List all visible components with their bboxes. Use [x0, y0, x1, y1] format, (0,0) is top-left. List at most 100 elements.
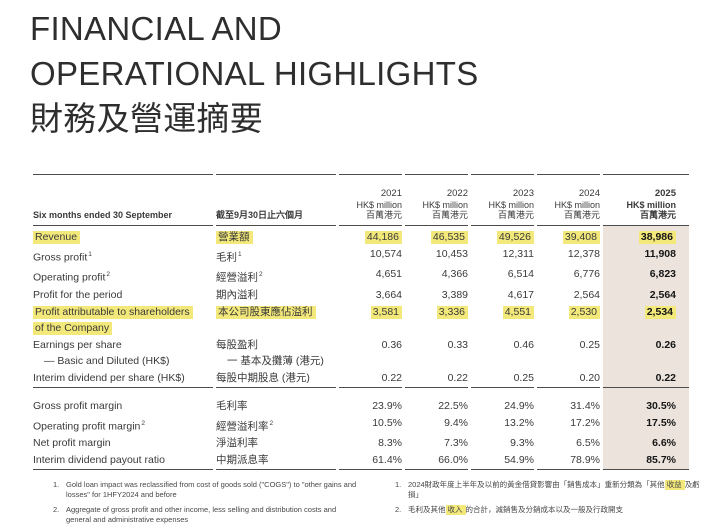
- row-label-zh: 本公司股東應佔溢利: [216, 304, 336, 337]
- row-label-zh: 毛利率: [216, 398, 336, 415]
- table-row: Profit attributable to shareholders of th…: [33, 303, 689, 337]
- value-text: 39,408: [562, 230, 600, 244]
- period-label-en: Six months ended 30 September: [33, 174, 213, 226]
- value-cell-2025: 2,564: [603, 286, 689, 304]
- value-cell-2021: 10.5%: [339, 415, 402, 436]
- footnote-number: 2.: [53, 505, 60, 514]
- row-label-en-line2-text: of the Company: [33, 321, 113, 335]
- row-label-en-line2: — Basic and Diluted (HK$): [33, 355, 213, 368]
- year-column-header-2022: 2022 HK$ million 百萬港元: [405, 174, 468, 226]
- table-row: Interim dividend per share (HK$) 每股中期股息 (…: [33, 369, 689, 388]
- value-cell-2024: 2,530: [537, 304, 600, 337]
- footnote-number: 1.: [395, 480, 402, 489]
- row-label-en-text: Earnings per share: [33, 338, 122, 351]
- value-cell-2025: 85.7%: [603, 452, 689, 470]
- value-text: 2,530: [568, 305, 600, 319]
- footnotes: 1. Gold loan impact was reclassified from…: [30, 480, 705, 530]
- value-text: 4,617: [507, 288, 534, 301]
- row-label-zh-text: 毛利: [216, 251, 237, 263]
- unit-label-en: HK$ million: [554, 199, 600, 210]
- value-text: 0.22: [381, 371, 402, 384]
- row-label-zh: 經營溢利2: [216, 266, 336, 287]
- footnote-number: 2.: [395, 505, 402, 514]
- value-text: 0.25: [513, 371, 534, 384]
- value-text: 85.7%: [646, 454, 676, 466]
- value-cell-2021: 0.22: [339, 370, 402, 388]
- row-label-en: Operating profit2: [33, 266, 213, 287]
- value-text: 44,186: [364, 230, 402, 244]
- value-cell-2024: 2,564: [537, 287, 600, 304]
- value-text: 66.0%: [438, 454, 468, 466]
- value-cell-2021: 8.3%: [339, 435, 402, 452]
- footnote-list-zh: 1. 2024財政年度上半年及以前的黃金借貸影響由「銷售成本」重新分類為「其他 收益…: [395, 480, 705, 530]
- value-text: 13.2%: [504, 416, 534, 429]
- row-label-en-text: Profit for the period: [33, 288, 123, 301]
- value-text: 61.4%: [372, 454, 402, 466]
- footnote-text: Gold loan impact was reclassified from c…: [66, 480, 357, 499]
- value-cell-2022: 22.5%: [405, 398, 468, 415]
- value-cell-2021: 10,574: [339, 246, 402, 267]
- row-label-zh: 毛利1: [216, 246, 336, 267]
- value-text: 30.5%: [646, 399, 676, 412]
- value-cell-2021: 23.9%: [339, 398, 402, 415]
- unit-label-en: HK$ million: [626, 199, 676, 210]
- footnote-item-zh: 1. 2024財政年度上半年及以前的黃金借貸影響由「銷售成本」重新分類為「其他 收益…: [395, 480, 705, 500]
- value-cell-2023: 4,551: [471, 304, 534, 337]
- footnote-ref: 1: [88, 250, 92, 258]
- financial-highlights-table: Six months ended 30 September 截至9月30日止六個月…: [30, 174, 692, 470]
- row-label-zh: 每股盈利一 基本及攤薄 (港元): [216, 337, 336, 370]
- row-label-en-text: Gross profit margin: [33, 399, 123, 412]
- value-text: 0.25: [579, 338, 600, 351]
- value-cell-2025: 6,823: [603, 266, 689, 287]
- value-text: 78.9%: [570, 454, 600, 466]
- value-cell-2021: 0.36: [339, 337, 402, 370]
- footnote-text-pre: 2024財政年度上半年及以前的黃金借貸影響由「銷售成本」重新分類為「其他: [408, 480, 665, 489]
- row-label-en-text: Revenue: [33, 230, 81, 244]
- row-label-zh-text: 中期派息率: [216, 454, 269, 466]
- year-column-header-2025: 2025 HK$ million 百萬港元: [603, 174, 689, 226]
- value-cell-2021: 61.4%: [339, 452, 402, 470]
- footnote-text: 2024財政年度上半年及以前的黃金借貸影響由「銷售成本」重新分類為「其他 收益 及虧…: [408, 480, 705, 500]
- value-text: 6.5%: [576, 437, 600, 449]
- row-label-zh-text: 本公司股東應佔溢利: [216, 305, 316, 319]
- value-text: 4,551: [502, 305, 534, 319]
- spacer-cell: [537, 388, 600, 398]
- footnote-text-highlight: 收益: [664, 480, 685, 490]
- row-label-zh: 中期派息率: [216, 452, 336, 470]
- spacer-cell: [216, 388, 336, 398]
- value-text: 8.3%: [378, 437, 402, 449]
- value-text: 6,776: [573, 268, 600, 280]
- row-label-zh: 期內溢利: [216, 287, 336, 304]
- table-row: Net profit margin 淨溢利率 8.3% 7.3% 9.3% 6.5% 6.6…: [33, 435, 689, 452]
- row-label-zh: 營業額: [216, 226, 336, 246]
- value-text: 22.5%: [438, 399, 468, 412]
- value-text: 9.3%: [510, 437, 534, 449]
- value-text: 0.20: [579, 371, 600, 384]
- value-cell-2022: 0.22: [405, 370, 468, 388]
- value-cell-2022: 7.3%: [405, 435, 468, 452]
- value-text: 0.33: [447, 338, 468, 351]
- spacer-cell: [405, 388, 468, 398]
- footnote-text-pre: 毛利及其他: [408, 505, 446, 514]
- value-cell-2021: 44,186: [339, 226, 402, 246]
- row-label-en-text: Interim dividend payout ratio: [33, 454, 165, 466]
- value-cell-2021: 4,651: [339, 266, 402, 287]
- unit-label-en: HK$ million: [488, 199, 534, 210]
- row-label-zh-text: 期內溢利: [216, 288, 258, 301]
- value-cell-2025: 38,986: [603, 225, 689, 246]
- value-cell-2023: 9.3%: [471, 435, 534, 452]
- value-cell-2025: 0.26: [603, 336, 689, 370]
- value-cell-2022: 46,535: [405, 226, 468, 246]
- footnote-text-highlight: 收入: [445, 505, 466, 515]
- row-label-en: Gross profit margin: [33, 398, 213, 415]
- value-text: 54.9%: [504, 454, 534, 466]
- value-cell-2023: 54.9%: [471, 452, 534, 470]
- value-text: 6,514: [507, 268, 534, 280]
- row-label-en: Gross profit1: [33, 246, 213, 267]
- section-spacer-row: [33, 387, 689, 398]
- value-cell-2024: 6.5%: [537, 435, 600, 452]
- year-label: 2025: [654, 188, 676, 199]
- footnote-text-post: 的合計，減銷售及分銷成本以及一般及行政開支: [465, 505, 624, 514]
- value-cell-2024: 6,776: [537, 266, 600, 287]
- row-label-en: Earnings per share — Basic and Diluted (H…: [33, 337, 213, 370]
